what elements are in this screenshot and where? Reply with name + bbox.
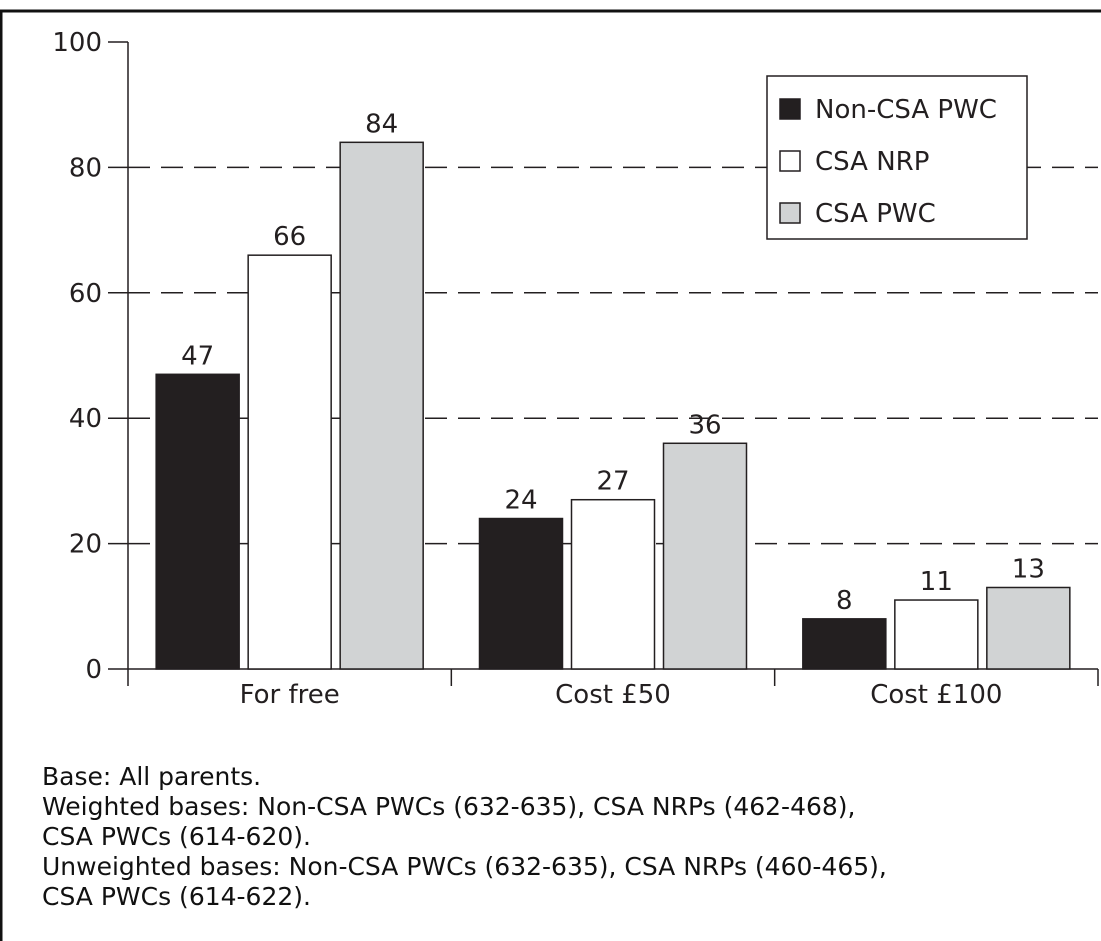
footnote-line: CSA PWCs (614-622). <box>42 882 311 911</box>
legend-label: CSA NRP <box>815 147 929 177</box>
data-label: 11 <box>920 567 953 597</box>
bar <box>155 373 240 670</box>
bar <box>478 517 564 670</box>
legend-swatch <box>779 98 801 120</box>
bar <box>986 586 1071 670</box>
bar-chart: 0 20 40 60 80 100 47 66 84 For free 24 27 36 Cost £50… <box>52 28 1099 710</box>
legend-label: Non-CSA PWC <box>815 95 997 125</box>
data-label: 66 <box>273 222 306 252</box>
data-label: 36 <box>688 410 721 440</box>
footnote-line: CSA PWCs (614-620). <box>42 822 311 851</box>
y-tick-label: 60 <box>69 279 102 309</box>
y-tick-label: 100 <box>52 28 102 58</box>
data-label: 27 <box>596 467 629 497</box>
bar <box>339 141 424 670</box>
data-label: 13 <box>1012 554 1045 584</box>
x-tick-label: For free <box>240 680 340 710</box>
bar <box>802 618 887 670</box>
y-tick-label: 80 <box>69 153 102 183</box>
legend-label: CSA PWC <box>815 199 936 229</box>
bar <box>570 498 656 670</box>
y-tick-label: 40 <box>69 404 102 434</box>
data-label: 8 <box>836 586 853 616</box>
y-tick-label: 0 <box>85 655 102 685</box>
footnote-line: Base: All parents. <box>42 762 262 791</box>
footnote-line: Weighted bases: Non-CSA PWCs (632-635), … <box>42 792 856 821</box>
legend-swatch <box>779 202 801 224</box>
legend-swatch <box>779 150 801 172</box>
data-label: 47 <box>181 341 214 371</box>
x-tick-label: Cost £100 <box>870 680 1002 710</box>
data-label: 24 <box>504 486 537 516</box>
legend-box <box>766 75 1028 240</box>
y-tick-label: 20 <box>69 530 102 560</box>
footnote-line: Unweighted bases: Non-CSA PWCs (632-635)… <box>42 852 887 881</box>
bar <box>662 442 748 670</box>
bar <box>247 254 332 670</box>
x-tick-label: Cost £50 <box>555 680 671 710</box>
bar <box>894 599 979 670</box>
footnote: Base: All parents. Weighted bases: Non-C… <box>42 762 887 912</box>
data-label: 84 <box>365 109 398 139</box>
